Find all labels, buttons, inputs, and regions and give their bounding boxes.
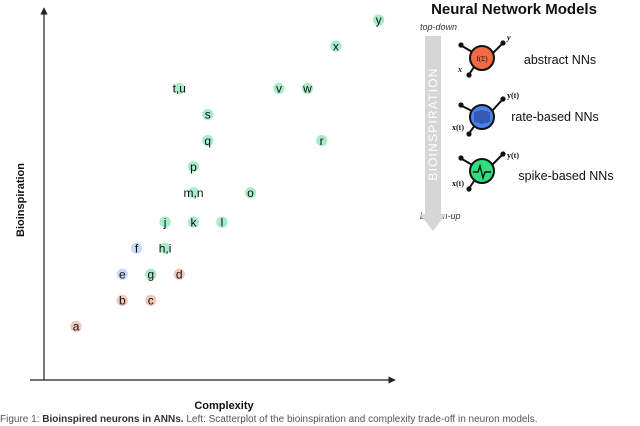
spike-neuron-body	[469, 158, 495, 184]
point-label-x: x	[333, 39, 339, 53]
point-marker-p	[187, 161, 200, 173]
point-marker-d	[173, 268, 185, 280]
point-label-k: k	[191, 215, 198, 229]
point-label-r: r	[320, 134, 324, 148]
model-legend: Neural Network Models top-down bottom-up…	[420, 1, 614, 231]
abstract-input-label: x	[457, 65, 462, 74]
caption-rest: Left: Scatterplot of the bioinspiration …	[183, 414, 538, 425]
data-points: a b c d efg h,i j k l m,n o pq r s t,u v w x y	[70, 13, 385, 334]
point-marker-j	[159, 216, 171, 228]
point-marker-a	[70, 320, 82, 333]
rate-based-nns-label: rate-based NNs	[511, 110, 599, 124]
caption-bold: Bioinspired neurons in ANNs.	[42, 414, 184, 425]
point-label-c: c	[148, 294, 154, 308]
scatter-chart: Complexity Bioinspiration a b c d efg h,i j k l m…	[15, 7, 396, 412]
legend-title: Neural Network Models	[431, 1, 597, 18]
point-marker-y	[373, 14, 385, 26]
point-marker-t-u	[173, 82, 185, 95]
point-label-m-n: m,n	[184, 186, 204, 200]
top-down-label: top-down	[420, 22, 457, 32]
point-label-d: d	[176, 267, 183, 281]
abstract-nns-label: abstract NNs	[524, 53, 596, 67]
point-marker-k	[187, 216, 200, 228]
rate-output-label: y(t)	[507, 91, 519, 100]
point-label-l: l	[221, 215, 224, 229]
point-label-h-i: h,i	[159, 241, 172, 255]
point-marker-m-n	[187, 187, 200, 199]
abstract-output-label: y	[506, 33, 511, 42]
spike-output-label: y(t)	[507, 151, 519, 160]
point-label-q: q	[204, 134, 211, 148]
point-label-a: a	[73, 320, 80, 334]
point-label-t-u: t,u	[173, 82, 186, 96]
point-label-f: f	[135, 241, 139, 255]
spike-signal-icon	[473, 163, 491, 181]
figure-caption: Figure 1: Bioinspired neurons in ANNs. L…	[0, 414, 640, 426]
abstract-neuron-body	[469, 45, 495, 71]
point-label-e: e	[119, 267, 126, 281]
bioinspiration-arrow: BIOINSPIRATION	[420, 36, 446, 231]
point-marker-c	[145, 294, 157, 306]
point-marker-x	[330, 40, 342, 52]
point-marker-v	[273, 82, 285, 95]
rate-input-label: x(t)	[452, 123, 464, 132]
point-marker-g	[145, 268, 157, 280]
caption-prefix: Figure 1:	[0, 414, 43, 425]
spike-based-neuron: x(t) y(t) spike-based NNs	[452, 151, 614, 192]
rate-based-neuron: x(t) y(t) rate-based NNs	[452, 91, 599, 137]
point-marker-s	[202, 108, 214, 121]
spike-input-label: x(t)	[452, 179, 464, 188]
point-marker-f	[130, 242, 143, 254]
spike-based-nns-label: spike-based NNs	[518, 169, 613, 183]
point-marker-b	[116, 294, 128, 306]
point-label-p: p	[190, 160, 197, 174]
point-label-v: v	[276, 82, 282, 96]
rate-signal-icon	[474, 110, 490, 124]
point-marker-o	[244, 187, 257, 199]
point-label-b: b	[119, 294, 126, 308]
y-axis-title: Bioinspiration	[15, 163, 27, 237]
point-marker-w	[301, 82, 314, 95]
point-label-g: g	[147, 267, 154, 281]
point-label-o: o	[247, 186, 254, 200]
point-marker-l	[216, 216, 228, 228]
arrow-label: BIOINSPIRATION	[426, 67, 440, 180]
point-marker-q	[202, 135, 214, 147]
activation-function-text: f(Σ)	[476, 55, 488, 63]
abstract-neuron: f(Σ) x y abstract NNs	[457, 33, 596, 78]
point-marker-r	[316, 135, 328, 147]
arrow-shape	[420, 36, 446, 231]
point-label-w: w	[302, 82, 312, 96]
point-marker-e	[116, 268, 128, 280]
point-label-j: j	[163, 215, 167, 229]
point-label-y: y	[376, 13, 382, 27]
point-marker-h-i	[159, 242, 171, 254]
x-axis-title: Complexity	[194, 400, 254, 412]
rate-neuron-body	[469, 104, 495, 130]
point-label-s: s	[205, 108, 211, 122]
